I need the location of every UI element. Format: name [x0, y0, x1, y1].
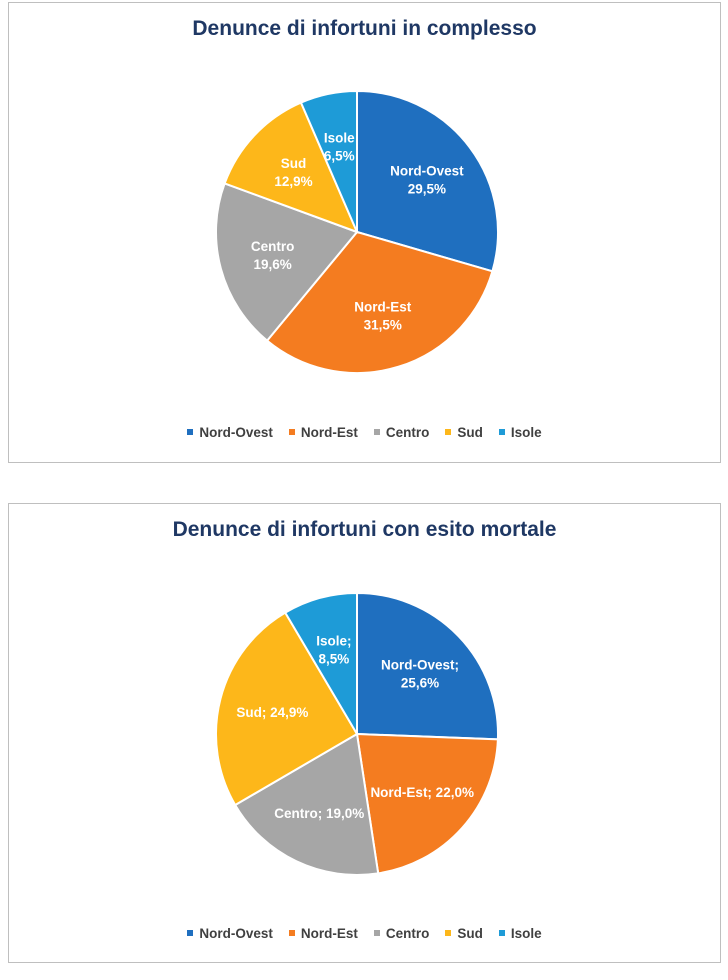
legend-swatch-sud	[445, 930, 452, 937]
pie-slice-sud	[223, 101, 359, 234]
legend-label-nord-ovest: Nord-Ovest	[199, 425, 273, 440]
pie-chart-infortuni-complesso: Nord-Ovest 29,5% Nord-Est 31,5% Centro 19,6% S…	[215, 89, 499, 374]
legend-swatch-nord-ovest	[187, 930, 194, 937]
data-label-centro: Centro 19,6%	[251, 239, 295, 272]
legend-label-isole: Isole	[510, 425, 542, 440]
chart-panel-infortuni-complesso: Denunce di infortuni in complesso Nord-O…	[8, 2, 721, 463]
legend-item-isole: Isole	[498, 425, 542, 440]
legend-label-sud: Sud	[457, 926, 483, 941]
legend-item-nord-ovest: Nord-Ovest	[187, 425, 273, 440]
pie-slice-nord-est	[355, 732, 499, 875]
data-label-isole: Isole 6,5%	[324, 130, 355, 163]
data-label-sud: Sud 12,9%	[274, 156, 312, 189]
data-label-nord-ovest: Nord-Ovest; 25,6%	[381, 657, 459, 690]
legend-swatch-sud	[445, 429, 452, 436]
legend-swatch-centro	[373, 930, 380, 937]
pie-slice-isole	[283, 591, 358, 738]
chart-title: Denunce di infortuni con esito mortale	[172, 518, 557, 541]
chart-title: Denunce di infortuni in complesso	[192, 17, 537, 40]
pie-slice-nord-est	[265, 230, 494, 374]
legend-item-sud: Sud	[445, 926, 483, 941]
legend-label-centro: Centro	[385, 926, 430, 941]
legend-swatch-nord-est	[288, 930, 295, 937]
data-label-nord-ovest: Nord-Ovest 29,5%	[390, 164, 464, 197]
legend-swatch-nord-est	[288, 429, 295, 436]
legend-label-nord-est: Nord-Est	[300, 425, 358, 440]
legend-item-nord-est: Nord-Est	[288, 425, 358, 440]
legend-swatch-centro	[373, 429, 380, 436]
legend-swatch-isole	[498, 429, 505, 436]
data-label-nord-est: Nord-Est 31,5%	[354, 300, 412, 333]
data-label-isole: Isole; 8,5%	[316, 634, 351, 667]
pie-slice-centro	[233, 732, 380, 876]
legend-item-isole: Isole	[498, 926, 542, 941]
legend-label-sud: Sud	[457, 425, 483, 440]
data-label-sud: Sud; 24,9%	[236, 705, 308, 720]
legend-label-nord-est: Nord-Est	[300, 926, 358, 941]
chart-panel-infortuni-mortali: Denunce di infortuni con esito mortale N…	[8, 503, 721, 963]
legend: Nord-Ovest Nord-Est Centro Sud Isole	[9, 425, 720, 440]
legend: Nord-Ovest Nord-Est Centro Sud Isole	[9, 926, 720, 941]
legend-item-nord-est: Nord-Est	[288, 926, 358, 941]
legend-item-sud: Sud	[445, 425, 483, 440]
pie-chart-infortuni-mortali: Nord-Ovest; 25,6% Nord-Est; 22,0% Centro; 1…	[215, 591, 499, 876]
pie-slice-centro	[215, 182, 359, 343]
legend-item-centro: Centro	[373, 926, 430, 941]
pie-slice-nord-ovest	[356, 591, 499, 741]
legend-label-centro: Centro	[385, 425, 430, 440]
legend-swatch-nord-ovest	[187, 429, 194, 436]
legend-swatch-isole	[498, 930, 505, 937]
legend-label-nord-ovest: Nord-Ovest	[199, 926, 273, 941]
legend-item-centro: Centro	[373, 425, 430, 440]
data-label-centro: Centro; 19,0%	[274, 806, 364, 821]
pie-slice-sud	[215, 611, 359, 807]
pie-slice-nord-ovest	[356, 89, 499, 273]
legend-item-nord-ovest: Nord-Ovest	[187, 926, 273, 941]
data-label-nord-est: Nord-Est; 22,0%	[370, 785, 474, 800]
legend-label-isole: Isole	[510, 926, 542, 941]
pie-slice-isole	[299, 89, 358, 233]
